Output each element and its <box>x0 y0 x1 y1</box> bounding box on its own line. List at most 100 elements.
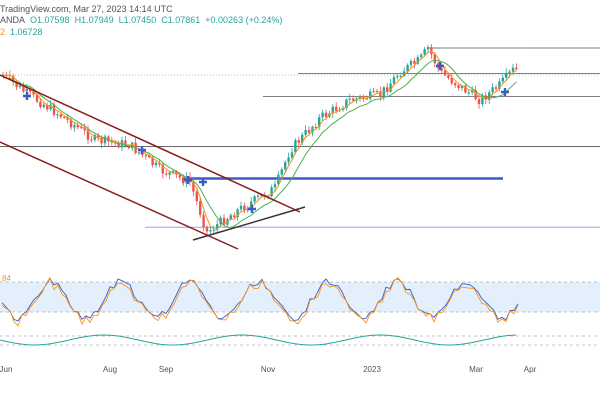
candle-body <box>481 95 484 104</box>
candle-body <box>443 70 447 76</box>
channel-upper-line <box>0 74 301 213</box>
arrow-marker-0 <box>23 92 31 100</box>
candle-body <box>324 112 328 117</box>
candle-body <box>93 135 96 140</box>
low-value: L1.07450 <box>118 15 157 25</box>
candle-body <box>250 201 253 208</box>
open-value: O1.07598 <box>30 15 70 25</box>
candle-body <box>348 98 351 100</box>
candle-body <box>399 76 402 78</box>
candle-body <box>392 76 396 84</box>
candle-body <box>212 229 215 231</box>
candle-body <box>280 169 283 175</box>
candle-body <box>127 145 130 149</box>
candle-body <box>474 89 477 100</box>
x-tick-sep: Sep <box>159 365 174 374</box>
chart-header-line1: TradingView.com, Mar 27, 2023 14:14 UTC <box>0 4 173 14</box>
x-tick-apr: Apr <box>524 365 537 374</box>
candle-body <box>273 184 277 188</box>
arrow-marker-6 <box>501 88 509 96</box>
candle-body <box>369 91 372 99</box>
candle-body <box>433 54 436 64</box>
candle-body <box>413 60 416 64</box>
candle-body <box>284 162 287 170</box>
candle-body <box>365 98 368 100</box>
candle-body <box>501 77 504 82</box>
candle-body <box>195 191 198 202</box>
candle-body <box>290 152 294 158</box>
candle-body <box>389 83 392 92</box>
candle-body <box>124 140 127 146</box>
x-tick-mar: Mar <box>469 365 483 374</box>
arrow-marker-3 <box>199 178 207 186</box>
candle-body <box>318 117 321 128</box>
candle-body <box>321 112 324 118</box>
candle-body <box>63 117 66 119</box>
candle-body <box>345 99 348 109</box>
arrow-marker-1 <box>138 146 146 154</box>
candle-body <box>277 174 280 185</box>
candle-body <box>233 215 236 218</box>
candle-body <box>59 114 62 118</box>
candle-body <box>199 201 202 215</box>
candle-body <box>76 125 79 128</box>
candle-body <box>103 136 107 144</box>
candle-body <box>430 47 433 55</box>
candle-body <box>69 119 73 128</box>
candle-body <box>304 129 307 135</box>
candle-body <box>358 96 362 99</box>
candle-body <box>423 49 426 55</box>
candle-body <box>406 64 409 72</box>
candle-body <box>505 73 508 78</box>
candle-body <box>107 136 110 142</box>
arrow-marker-2 <box>184 176 192 184</box>
candle-body <box>83 127 86 131</box>
candle-body <box>73 125 76 128</box>
candle-body <box>18 85 22 88</box>
candle-body <box>229 215 232 220</box>
ma-value: 1.06728 <box>10 27 43 37</box>
candle-body <box>457 85 460 88</box>
candle-body <box>209 230 212 232</box>
candle-body <box>222 217 226 225</box>
close-value: C1.07861 <box>161 15 201 25</box>
osc-line <box>0 334 517 346</box>
candle-body <box>148 155 151 158</box>
candle-body <box>12 76 15 82</box>
x-tick-nov: Nov <box>261 365 275 374</box>
chart-header-ma: 2 1.06728 <box>0 27 43 37</box>
candle-body <box>144 155 147 157</box>
candle-body <box>460 85 464 88</box>
candle-body <box>375 91 379 93</box>
channel-lower-line <box>0 141 239 250</box>
candle-body <box>202 214 205 227</box>
candle-body <box>515 67 518 70</box>
candle-body <box>297 140 300 143</box>
candle-body <box>243 205 246 211</box>
candle-body <box>137 152 141 154</box>
candle-body <box>15 81 18 88</box>
candle-body <box>90 139 93 141</box>
candle-body <box>25 88 28 92</box>
candle-body <box>42 104 45 107</box>
header-source-text: TradingView.com, Mar 27, 2023 14:14 UTC <box>0 4 173 14</box>
candle-body <box>1 74 5 76</box>
stoch-label: 84 <box>2 274 11 283</box>
candle-body <box>171 171 175 173</box>
candle-body <box>131 142 134 149</box>
candle-body <box>205 226 209 232</box>
stoch-band <box>0 282 600 312</box>
candle-body <box>491 87 494 93</box>
candle-body <box>454 83 457 86</box>
candle-body <box>216 224 219 230</box>
candle-body <box>311 126 314 133</box>
ma-label: 2 <box>0 27 6 37</box>
chart-header-ohlc: ANDA O1.07598 H1.07949 L1.07450 C1.07861… <box>0 15 282 25</box>
candle-body <box>236 209 239 218</box>
candle-body <box>508 71 511 74</box>
x-tick-2023: 2023 <box>363 365 381 374</box>
rising-support-line <box>192 206 306 241</box>
x-tick-jun: Jun <box>0 365 12 374</box>
candle-body <box>182 177 185 184</box>
